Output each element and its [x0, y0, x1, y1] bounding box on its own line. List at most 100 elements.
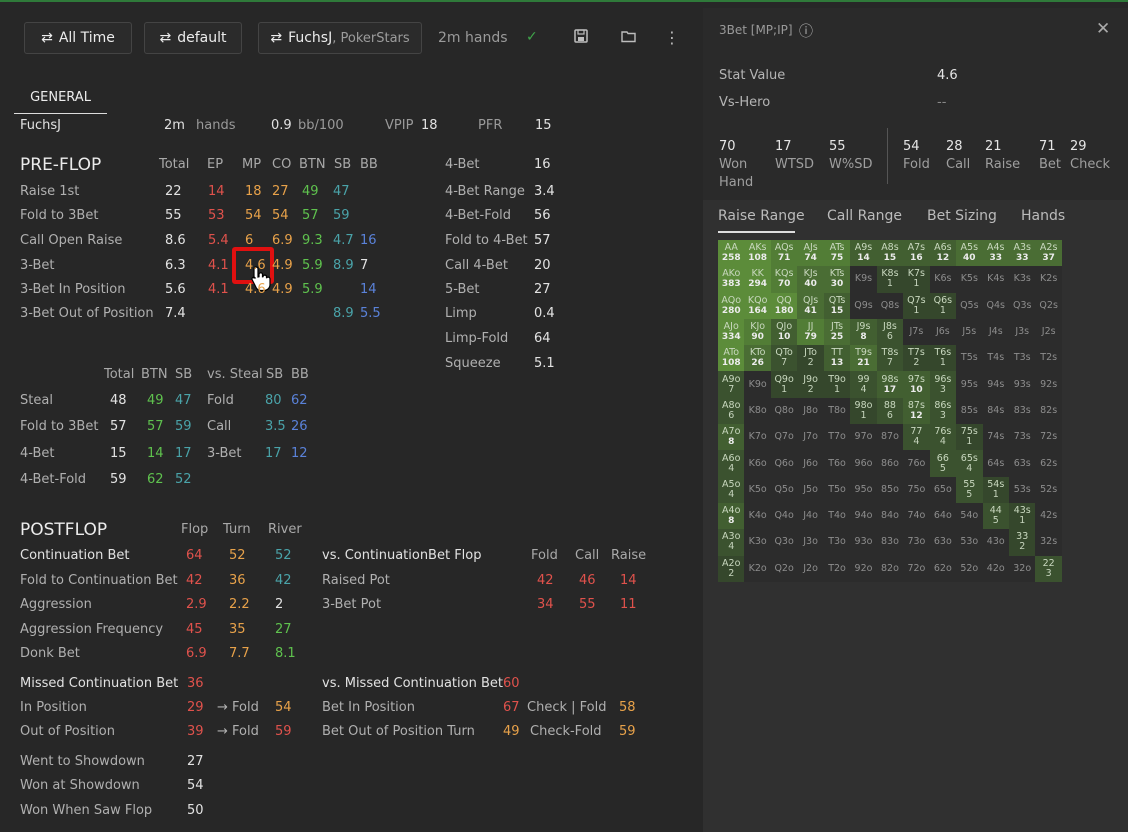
range-cell[interactable]: T9o 1 — [823, 371, 851, 398]
preflop-btn-value[interactable]: 9.3 — [302, 233, 323, 248]
range-cell[interactable]: K4o — [744, 502, 771, 530]
range-cell[interactable]: QQ 180 — [770, 292, 798, 319]
range-cell[interactable]: 54s 1 — [982, 476, 1009, 503]
range-cell[interactable]: 55 5 — [956, 476, 983, 503]
steal-total-value[interactable]: 59 — [110, 472, 127, 487]
range-cell[interactable]: 75o — [903, 476, 930, 503]
preflop-right-value[interactable]: 3.4 — [534, 184, 555, 199]
range-cell[interactable]: K7o — [744, 424, 771, 451]
range-cell[interactable]: Q9s — [850, 292, 877, 319]
wsd-value[interactable]: 54 — [187, 778, 204, 793]
range-cell[interactable]: A2o 2 — [718, 555, 745, 582]
preflop-btn-value[interactable]: 5.9 — [302, 258, 323, 273]
range-cell[interactable]: 22 3 — [1035, 555, 1062, 582]
range-cell[interactable]: Q4o — [770, 502, 798, 530]
tab-bet-sizing[interactable]: Bet Sizing — [927, 208, 997, 224]
postflop-river-value[interactable]: 8.1 — [275, 646, 296, 661]
out-of-position-value[interactable]: 39 — [187, 724, 204, 739]
range-cell[interactable]: A8s 15 — [876, 240, 904, 267]
range-cell[interactable]: 94s — [982, 371, 1009, 398]
range-cell[interactable]: 98s 17 — [876, 371, 904, 398]
postflop-turn-value[interactable]: 2.2 — [229, 597, 250, 612]
save-icon[interactable] — [574, 29, 588, 47]
range-cell[interactable]: 83o — [876, 529, 904, 556]
preflop-right-value[interactable]: 56 — [534, 208, 551, 223]
range-cell[interactable]: K6s — [929, 266, 957, 293]
3bet-pot-fold[interactable]: 34 — [537, 597, 554, 612]
range-cell[interactable]: Q7s 1 — [903, 292, 930, 319]
preflop-bb-value[interactable]: 5.5 — [360, 306, 381, 321]
vs-steal-bb-value[interactable]: 62 — [291, 393, 308, 408]
range-cell[interactable]: 84o — [876, 502, 904, 530]
range-cell[interactable]: 77 4 — [903, 424, 930, 451]
wwsf-value[interactable]: 50 — [187, 803, 204, 818]
preflop-bb-value[interactable]: 14 — [360, 282, 377, 297]
preflop-btn-value[interactable]: 49 — [302, 184, 319, 199]
range-cell[interactable]: 44 5 — [982, 502, 1009, 530]
range-cell[interactable]: KQo 164 — [744, 292, 771, 319]
range-cell[interactable]: K2o — [744, 555, 771, 582]
preflop-co-value[interactable]: 4.9 — [272, 258, 293, 273]
range-cell[interactable]: 65o — [929, 476, 957, 503]
range-cell[interactable]: 74s — [982, 424, 1009, 451]
range-cell[interactable]: 95s — [956, 371, 983, 398]
postflop-flop-value[interactable]: 2.9 — [186, 597, 207, 612]
range-cell[interactable]: 62s — [1035, 450, 1062, 477]
range-cell[interactable]: KQs 70 — [770, 266, 798, 293]
range-cell[interactable]: AA 258 — [718, 240, 745, 267]
postflop-turn-value[interactable]: 36 — [229, 573, 246, 588]
range-cell[interactable]: 33 2 — [1008, 529, 1036, 556]
range-cell[interactable]: T6o — [823, 450, 851, 477]
preflop-right-value[interactable]: 57 — [534, 233, 551, 248]
postflop-turn-value[interactable]: 35 — [229, 622, 246, 637]
vs-missed-cbet-value[interactable]: 60 — [503, 676, 520, 691]
range-cell[interactable]: 85o — [876, 476, 904, 503]
3bet-pot-raise[interactable]: 11 — [620, 597, 637, 612]
postflop-river-value[interactable]: 42 — [275, 573, 292, 588]
range-cell[interactable]: KJs 40 — [797, 266, 824, 293]
range-cell[interactable]: 75s 1 — [956, 424, 983, 451]
steal-total-value[interactable]: 57 — [110, 419, 127, 434]
preflop-co-value[interactable]: 27 — [272, 184, 289, 199]
range-cell[interactable]: 43o — [982, 529, 1009, 556]
range-cell[interactable]: 52s — [1035, 476, 1062, 503]
range-cell[interactable]: 53s — [1008, 476, 1036, 503]
preflop-mp-value[interactable]: 54 — [245, 208, 262, 223]
range-cell[interactable]: KTo 26 — [744, 345, 771, 372]
range-cell[interactable]: 53o — [956, 529, 983, 556]
bet-in-position-value[interactable]: 67 — [503, 700, 520, 715]
range-cell[interactable]: 72o — [903, 555, 930, 582]
preflop-right-value[interactable]: 16 — [534, 157, 551, 172]
preflop-total-value[interactable]: 7.4 — [165, 306, 186, 321]
preflop-mp-value[interactable]: 6 — [245, 233, 254, 248]
range-cell[interactable]: 92s — [1035, 371, 1062, 398]
range-cell[interactable]: A3s 33 — [1008, 240, 1036, 267]
preflop-sb-value[interactable]: 8.9 — [333, 258, 354, 273]
preflop-mp-value[interactable]: 4.6 — [245, 282, 266, 297]
preflop-right-value[interactable]: 64 — [534, 331, 551, 346]
range-cell[interactable]: Q5s — [956, 292, 983, 319]
range-cell[interactable]: T3s — [1008, 345, 1036, 372]
range-cell[interactable]: JJ 79 — [797, 318, 824, 346]
range-cell[interactable]: T2s — [1035, 345, 1062, 372]
range-cell[interactable]: AQo 280 — [718, 292, 745, 319]
summary-vpip-value[interactable]: 18 — [421, 118, 438, 133]
preflop-right-value[interactable]: 5.1 — [534, 356, 555, 371]
tab-general[interactable]: GENERAL — [14, 82, 107, 114]
range-cell[interactable]: A5s 40 — [956, 240, 983, 267]
range-cell[interactable]: 66 5 — [929, 450, 957, 477]
range-cell[interactable]: A4o 8 — [718, 502, 745, 530]
tab-raise-range[interactable]: Raise Range — [718, 208, 805, 224]
range-cell[interactable]: K5s — [956, 266, 983, 293]
range-cell[interactable]: J8o — [797, 397, 824, 425]
range-cell[interactable]: QJo 10 — [770, 318, 798, 346]
vs-steal-bb-value[interactable]: 26 — [291, 419, 308, 434]
range-cell[interactable]: 86s 3 — [929, 397, 957, 425]
range-cell[interactable]: 96o — [850, 450, 877, 477]
range-cell[interactable]: J9s 8 — [850, 318, 877, 346]
range-cell[interactable]: J4s — [982, 318, 1009, 346]
postflop-river-value[interactable]: 27 — [275, 622, 292, 637]
range-cell[interactable]: 43s 1 — [1008, 502, 1036, 530]
range-cell[interactable]: 32o — [1008, 555, 1036, 582]
steal-btn-value[interactable]: 14 — [147, 446, 164, 461]
